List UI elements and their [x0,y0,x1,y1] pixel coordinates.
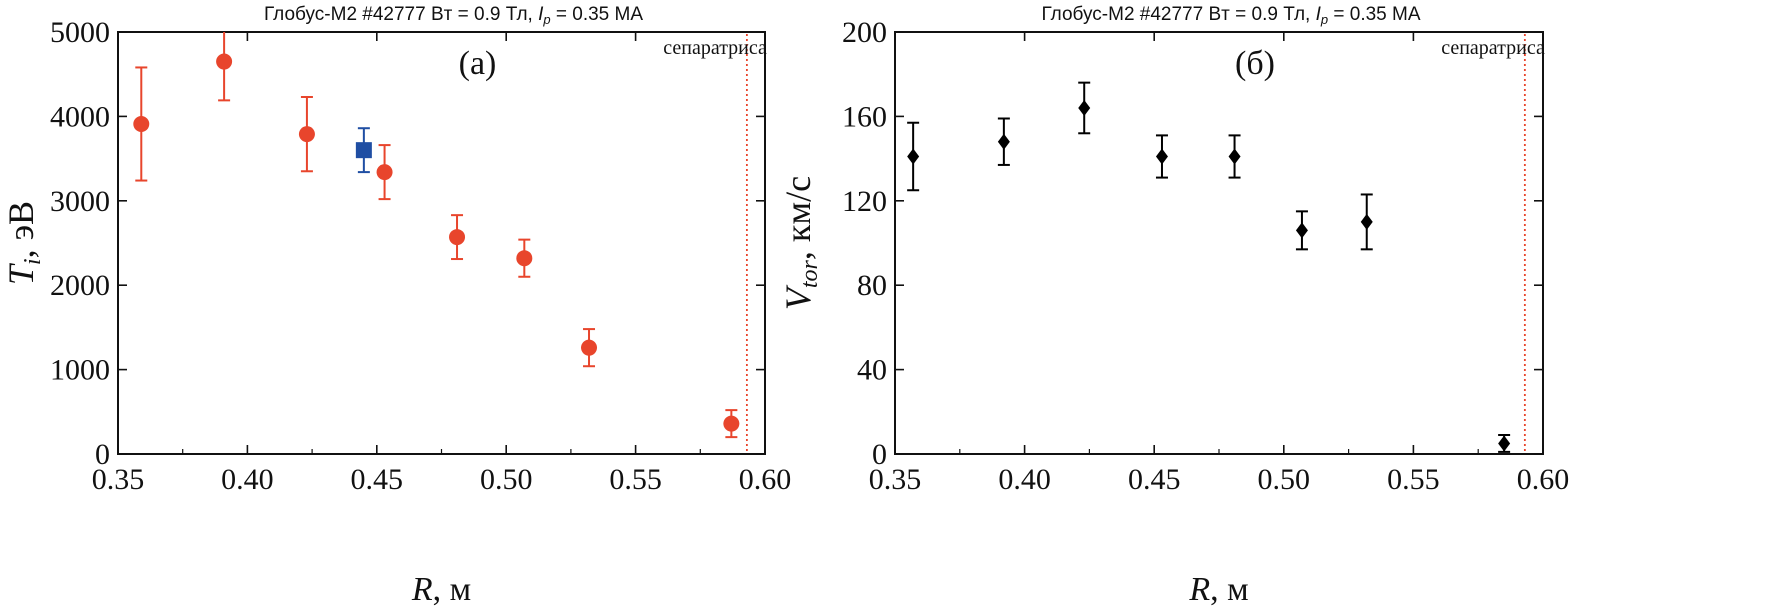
data-point [516,250,533,267]
y-tick-label: 80 [857,269,887,302]
y-tick-label: 40 [857,354,887,387]
data-point [1078,99,1091,116]
data-point [449,229,466,246]
chart-title: Глобус-М2 #42777 Bт = 0.9 Тл, Ip = 0.35 … [264,4,643,27]
data-point [907,148,920,165]
x-tick-label: 0.55 [1387,463,1440,496]
x-axis-label: R, м [411,571,471,608]
y-tick-label: 5000 [50,16,110,49]
x-tick-label: 0.50 [1258,463,1311,496]
data-point [581,339,598,356]
data-point [1360,213,1373,230]
data-point [1155,148,1168,165]
plot-frame [117,31,766,455]
data-point [1228,148,1241,165]
y-axis-label: Ti, эВ [1,201,46,285]
chart-title: Глобус-М2 #42777 Bт = 0.9 Тл, Ip = 0.35 … [1041,4,1420,27]
x-tick-label: 0.60 [739,463,792,496]
x-tick-label: 0.45 [351,463,404,496]
data-point [216,53,233,70]
chart-panel-1: Глобус-М2 #42777 Bт = 0.9 Тл, Ip = 0.35 … [1,4,791,608]
data-point [723,415,740,432]
x-tick-label: 0.45 [1128,463,1181,496]
data-point [1498,435,1511,452]
data-point [1295,222,1308,239]
y-tick-label: 0 [95,438,110,471]
y-tick-label: 2000 [50,269,110,302]
x-tick-label: 0.35 [869,463,922,496]
plot-frame [894,31,1544,455]
data-point [298,126,315,143]
y-tick-label: 160 [842,100,887,133]
y-tick-label: 4000 [50,100,110,133]
panel-label: (б) [1235,45,1275,82]
data-point [133,115,150,132]
chart-panel-2: Глобус-М2 #42777 Bт = 0.9 Тл, Ip = 0.35 … [778,4,1569,608]
x-tick-label: 0.60 [1517,463,1570,496]
x-tick-label: 0.50 [480,463,533,496]
x-tick-label: 0.35 [92,463,145,496]
separatrix-label: сепаратриса [663,37,767,59]
y-tick-label: 1000 [50,354,110,387]
panel-label: (а) [459,45,497,82]
data-point [376,164,393,181]
x-axis-label: R, м [1188,571,1248,608]
y-tick-label: 120 [842,185,887,218]
data-point [355,142,372,159]
data-point [997,133,1010,150]
y-tick-label: 200 [842,16,887,49]
separatrix-label: сепаратриса [1441,37,1545,59]
y-axis-label: Vtor, км/с [778,176,823,310]
x-tick-label: 0.40 [998,463,1051,496]
x-tick-label: 0.55 [609,463,662,496]
y-tick-label: 3000 [50,185,110,218]
x-tick-label: 0.40 [221,463,274,496]
y-tick-label: 0 [872,438,887,471]
